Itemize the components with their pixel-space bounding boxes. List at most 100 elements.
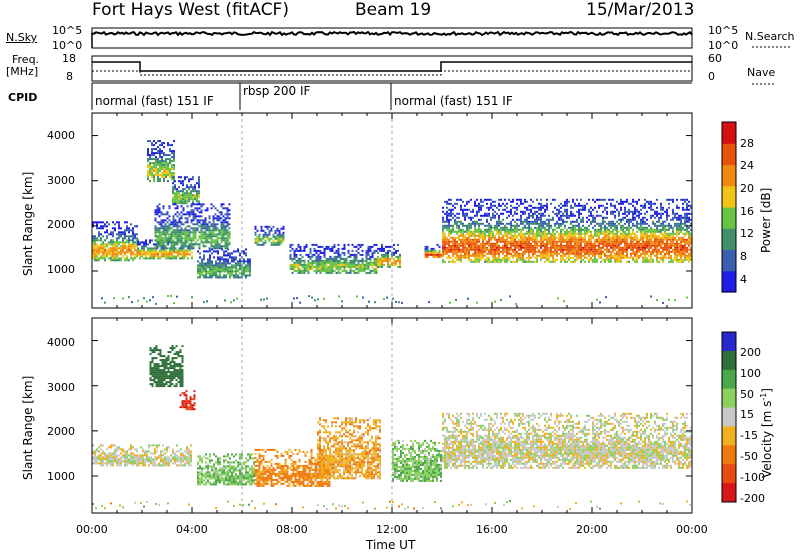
velocity-feature-4 — [254, 448, 331, 487]
velocity-cbar-label-main: Velocity [m s — [760, 400, 774, 478]
axis-ticks — [91, 113, 693, 513]
freq-label-2: [MHz] — [6, 65, 39, 78]
velocity-feature-1 — [149, 345, 184, 388]
cpid-label: CPID — [8, 91, 38, 104]
velocity-cbar-swatch — [722, 407, 736, 427]
power-colorbar — [721, 121, 737, 293]
power-ytick-3000: 3000 — [47, 174, 75, 187]
velocity-feature-5 — [317, 417, 381, 480]
power-cbar-swatch — [722, 164, 736, 187]
power-feature-9 — [424, 243, 443, 258]
freq-label-1: Freq. — [12, 53, 40, 66]
power-cbar-tick-24: 24 — [740, 159, 754, 172]
power-cbar-tick-28: 28 — [740, 137, 754, 150]
freq-panel — [91, 55, 693, 82]
xtick-1: 04:00 — [176, 523, 208, 536]
power-cbar-tick-12: 12 — [740, 227, 754, 240]
date-title: 15/Mar/2013 — [586, 0, 695, 20]
vel-cbar-tick-200: 200 — [740, 346, 761, 359]
velocity-cbar-swatch — [722, 445, 736, 465]
power-feature-10 — [442, 198, 692, 263]
power-cbar-tick-20: 20 — [740, 182, 754, 195]
xtick-3: 12:00 — [376, 523, 408, 536]
nsearch-hi-label: 10^5 — [708, 24, 739, 37]
velocity-feature-0 — [92, 444, 192, 467]
power-feature-3 — [172, 176, 200, 205]
power-feature-8 — [377, 243, 401, 268]
vel-cbar-tick-m100: -100 — [740, 471, 765, 484]
nsky-lo-label: 10^0 — [52, 39, 83, 52]
vel-cbar-tick-15: 15 — [740, 408, 754, 421]
power-cbar-swatch — [722, 122, 736, 144]
power-noise — [101, 295, 688, 305]
freq-lo-label: 8 — [66, 70, 73, 83]
freq-trace — [92, 61, 692, 72]
velocity-feature-7 — [442, 412, 692, 469]
mode-label-3: normal (fast) 151 IF — [394, 94, 513, 108]
power-cbar-swatch — [722, 207, 736, 229]
velocity-noise — [92, 500, 691, 510]
xtick-4: 16:00 — [476, 523, 508, 536]
vel-cbar-tick-m50: -50 — [740, 450, 758, 463]
nsky-hi-label: 10^5 — [52, 24, 83, 37]
power-cbar-swatch — [722, 228, 736, 251]
velocity-cbar-swatch — [722, 426, 736, 446]
vel-cbar-tick-100: 100 — [740, 367, 761, 380]
power-feature-7 — [289, 243, 378, 274]
power-ytick-1000: 1000 — [47, 263, 75, 276]
x-axis-label: Time UT — [366, 538, 416, 552]
power-cbar-swatch — [722, 143, 736, 166]
power-cbar-tick-8: 8 — [740, 250, 747, 263]
power-ytick-2000: 2000 — [47, 218, 75, 231]
nsearch-label: N.Search — [745, 30, 795, 43]
velocity-feature-2 — [179, 390, 196, 411]
vel-ytick-3000: 3000 — [47, 381, 75, 394]
mode-label-1: normal (fast) 151 IF — [95, 94, 214, 108]
xtick-0: 00:00 — [76, 523, 108, 536]
power-ylabel: Slant Range [km] — [21, 171, 35, 276]
velocity-cbar-swatch — [722, 388, 736, 409]
velocity-colorbar — [721, 331, 737, 503]
nave-label: Nave — [747, 66, 776, 79]
nsky-panel — [91, 27, 693, 49]
nave-hi-label: 60 — [708, 52, 722, 65]
mode-label-2: rbsp 200 IF — [243, 84, 311, 98]
power-feature-4 — [154, 203, 231, 250]
vel-ytick-1000: 1000 — [47, 470, 75, 483]
vel-cbar-tick-m200: -200 — [740, 492, 765, 505]
xtick-5: 20:00 — [576, 523, 608, 536]
velocity-feature-3 — [197, 453, 255, 486]
power-ytick-4000: 4000 — [47, 129, 75, 142]
power-cbar-frame — [721, 121, 737, 293]
nave-trace — [92, 70, 692, 76]
beam-title: Beam 19 — [355, 0, 432, 20]
power-feature-2 — [147, 140, 175, 183]
velocity-cbar-label-sup: -1 — [759, 392, 768, 401]
power-feature-6 — [254, 225, 285, 246]
power-cbar-tick-16: 16 — [740, 205, 754, 218]
velocity-feature-6 — [392, 439, 442, 482]
nave-lo-label: 0 — [708, 70, 715, 83]
xtick-6: 00:00 — [676, 523, 708, 536]
velocity-cbar-swatch — [722, 369, 736, 390]
velocity-cbar-frame — [721, 331, 737, 503]
vel-ytick-2000: 2000 — [47, 425, 75, 438]
site-title: Fort Hays West (fitACF) — [92, 0, 289, 20]
power-cbar-label: Power [dB] — [759, 187, 773, 253]
power-cbar-swatch — [722, 185, 736, 208]
power-cbar-swatch — [722, 249, 736, 272]
velocity-cbar-label-end: ] — [760, 388, 774, 393]
power-feature-5 — [197, 248, 251, 279]
power-feature-0 — [92, 221, 138, 262]
vel-ytick-4000: 4000 — [47, 336, 75, 349]
velocity-cbar-swatch — [722, 350, 736, 371]
vel-cbar-tick-m15: -15 — [740, 429, 758, 442]
power-cbar-swatch — [722, 270, 736, 293]
velocity-cbar-swatch — [722, 332, 736, 352]
vel-cbar-tick-50: 50 — [740, 388, 754, 401]
power-cbar-tick-4: 4 — [740, 273, 747, 286]
nsky-label: N.Sky — [6, 31, 38, 44]
velocity-cbar-label: Velocity [m s-1] — [759, 388, 774, 478]
velocity-cbar-swatch — [722, 483, 736, 503]
